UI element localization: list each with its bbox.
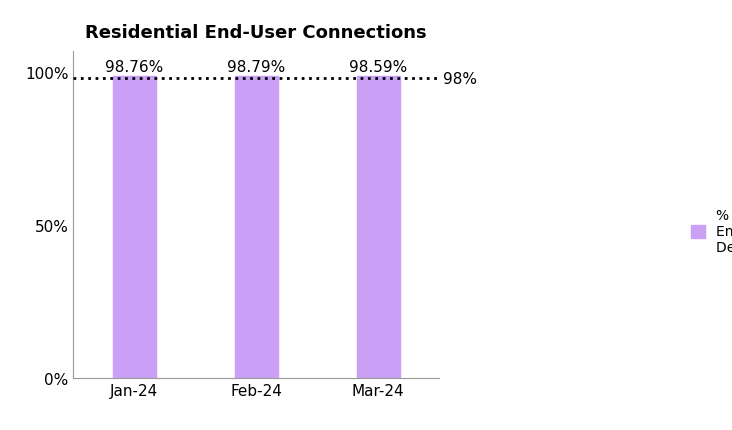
Bar bbox=[113, 77, 155, 378]
Text: 98.76%: 98.76% bbox=[105, 60, 163, 75]
Title: Residential End-User Connections: Residential End-User Connections bbox=[86, 24, 427, 42]
Text: 98.79%: 98.79% bbox=[227, 60, 285, 74]
Text: 98.59%: 98.59% bbox=[349, 60, 407, 75]
Text: 98%: 98% bbox=[443, 72, 477, 86]
Bar bbox=[235, 77, 277, 378]
Bar bbox=[357, 77, 400, 378]
Legend: % of Working Residential
End-User Connections
Delivered by NetLink Trust: % of Working Residential End-User Connec… bbox=[684, 201, 732, 261]
